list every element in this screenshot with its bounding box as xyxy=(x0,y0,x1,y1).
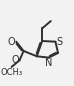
Text: N: N xyxy=(45,58,52,68)
Text: O: O xyxy=(8,37,16,47)
Text: S: S xyxy=(56,37,62,47)
Text: O: O xyxy=(11,55,19,65)
Text: OCH₃: OCH₃ xyxy=(1,68,23,77)
